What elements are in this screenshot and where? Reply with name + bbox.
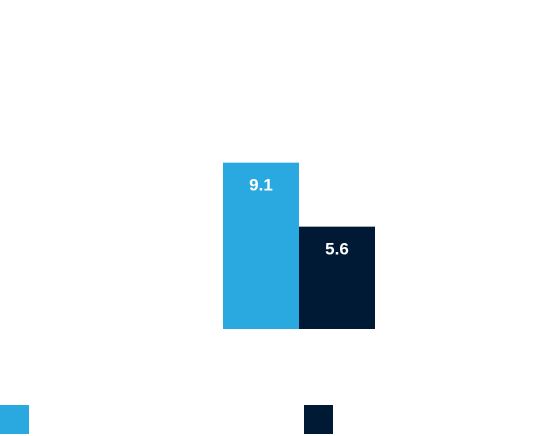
bar-series-1 bbox=[223, 162, 299, 329]
bar-series-2 bbox=[299, 226, 375, 329]
legend-swatch-series-1 bbox=[0, 405, 29, 434]
legend-swatch-series-2 bbox=[304, 405, 333, 434]
data-labels-layer: 9.1 5.6 bbox=[249, 176, 349, 259]
bar-chart: 9.1 5.6 bbox=[223, 162, 375, 329]
data-label-series-1: 9.1 bbox=[249, 176, 273, 195]
legend-item-series-2 bbox=[304, 405, 341, 434]
legend bbox=[0, 405, 551, 436]
data-label-series-2: 5.6 bbox=[325, 240, 349, 259]
bars-layer bbox=[223, 162, 375, 329]
legend-item-series-1 bbox=[0, 405, 37, 434]
